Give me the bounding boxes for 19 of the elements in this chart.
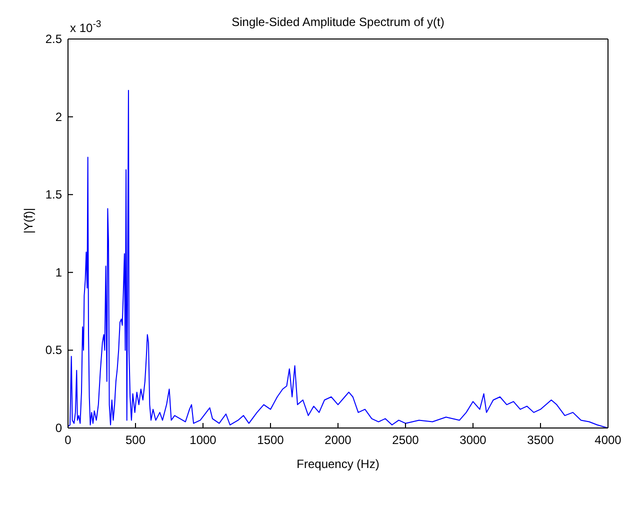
y-tick-label: 2.5 — [45, 32, 62, 46]
y-tick-label: 0 — [55, 421, 62, 435]
y-axis-title: |Y(f)| — [21, 208, 36, 234]
y-tick-label: 0.5 — [45, 343, 62, 358]
x-tick-label: 1500 — [257, 433, 284, 447]
chart-title: Single-Sided Amplitude Spectrum of y(t) — [232, 15, 444, 29]
y-tick-label: 1.5 — [45, 188, 62, 202]
x-tick-label: 3000 — [460, 433, 487, 447]
y-tick-label: 2 — [55, 110, 62, 124]
x-axis-title: Frequency (Hz) — [296, 457, 380, 471]
x-tick-label: 4000 — [594, 433, 622, 447]
x-tick-label: 1000 — [190, 433, 217, 447]
x-tick-label: 0 — [64, 433, 72, 447]
x-tick-label: 2500 — [392, 433, 420, 447]
text: x 10$^{-3}$ — [70, 18, 102, 35]
x-tick-label: 3500 — [527, 433, 554, 447]
x-tick-label: 500 — [125, 433, 146, 447]
y-tick-label: 1 — [55, 265, 62, 280]
x-tick-label: 2000 — [324, 433, 352, 447]
